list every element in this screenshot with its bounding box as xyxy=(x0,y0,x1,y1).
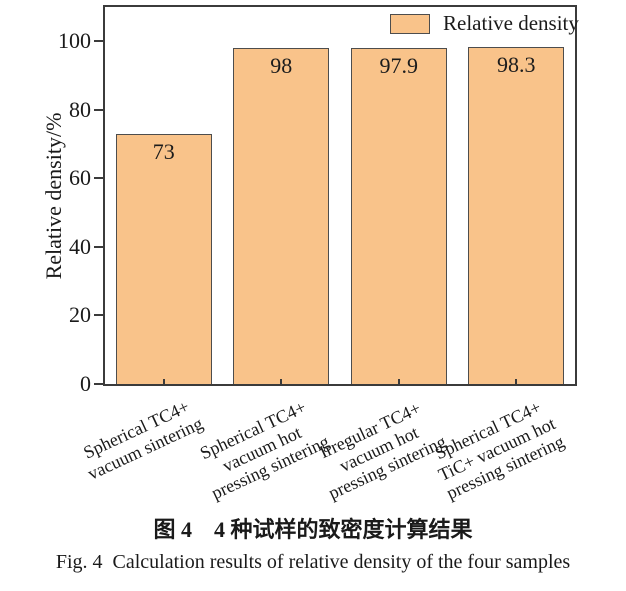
y-tick-mark-60 xyxy=(94,177,103,180)
y-tick-label-20: 20 xyxy=(69,302,91,328)
caption-english: Fig. 4 Calculation results of relative d… xyxy=(55,551,571,573)
y-tick-label-80: 80 xyxy=(69,96,91,122)
plot-area: Relative density 73 98 97.9 98.3 xyxy=(103,5,579,386)
y-tick-label-60: 60 xyxy=(69,165,91,191)
bar-4 xyxy=(468,47,565,384)
bar-value-label-3: 97.9 xyxy=(379,53,419,79)
bar-value-label-4: 98.3 xyxy=(497,52,536,78)
y-tick-mark-100 xyxy=(94,40,103,43)
legend-label: Relative density xyxy=(443,11,579,35)
legend-swatch xyxy=(390,13,430,34)
x-tick-mark-1 xyxy=(162,379,165,384)
y-tick-label-100: 100 xyxy=(58,28,91,54)
y-tick-mark-20 xyxy=(94,314,103,317)
bar-3 xyxy=(350,48,447,384)
y-tick-label-0: 0 xyxy=(80,371,91,396)
y-tick-mark-80 xyxy=(94,108,103,111)
bar-value-label-1: 73 xyxy=(152,138,175,164)
x-tick-mark-3 xyxy=(397,379,400,384)
bar-2 xyxy=(233,48,330,384)
bar-value-label-2: 98 xyxy=(270,53,293,79)
legend: Relative density xyxy=(390,13,579,34)
x-tick-mark-4 xyxy=(515,379,518,384)
x-category-label-1: Spherical TC4+ vacuum sintering xyxy=(80,396,206,484)
x-category-label-4: Spherical TC4+ TiC+ vacuum hot pressing … xyxy=(431,396,568,504)
y-tick-label-40: 40 xyxy=(69,233,91,259)
bar-1 xyxy=(115,133,212,384)
y-tick-mark-0 xyxy=(94,383,103,385)
y-tick-mark-40 xyxy=(94,245,103,248)
caption-chinese: 图 4 4 种试样的致密度计算结果 xyxy=(153,517,473,542)
x-tick-mark-2 xyxy=(280,379,283,384)
